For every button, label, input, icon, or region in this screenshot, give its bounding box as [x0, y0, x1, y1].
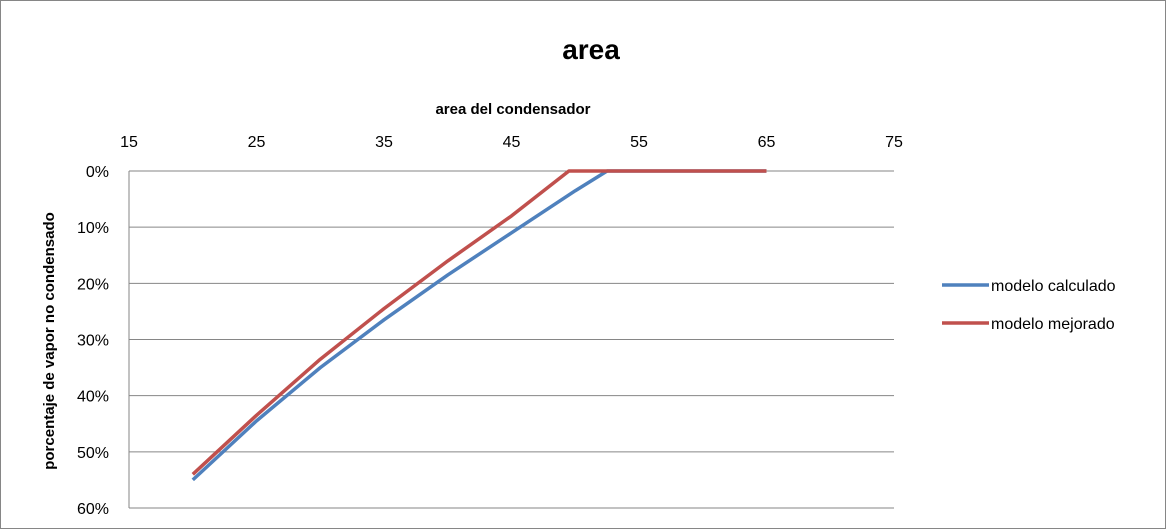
y-tick-label: 20%: [77, 276, 109, 293]
chart-title: area: [562, 34, 620, 65]
y-axis-title: porcentaje de vapor no condensado: [41, 212, 58, 470]
gridlines: [128, 170, 894, 509]
y-tick-label: 0%: [86, 164, 109, 181]
legend: modelo calculado modelo mejorado: [942, 278, 1116, 333]
tick-labels: 0% 10% 20% 30% 40% 50% 60% 15 25 35 45 55 65 75: [77, 134, 903, 518]
x-tick-label: 65: [758, 134, 776, 151]
y-tick-label: 60%: [77, 501, 109, 518]
legend-label: modelo calculado: [991, 278, 1116, 295]
x-tick-label: 35: [375, 134, 393, 151]
x-tick-label: 15: [120, 134, 138, 151]
x-tick-label: 55: [630, 134, 648, 151]
legend-label: modelo mejorado: [991, 316, 1115, 333]
x-tick-label: 45: [503, 134, 521, 151]
x-tick-label: 75: [885, 134, 903, 151]
series-line: [191, 169, 767, 476]
series-line: [191, 169, 767, 482]
x-axis-title: area del condensador: [435, 101, 590, 118]
x-tick-label: 25: [248, 134, 266, 151]
y-tick-label: 50%: [77, 445, 109, 462]
y-tick-label: 40%: [77, 389, 109, 406]
y-tick-label: 30%: [77, 333, 109, 350]
series-lines: [191, 169, 767, 482]
y-tick-label: 10%: [77, 220, 109, 237]
